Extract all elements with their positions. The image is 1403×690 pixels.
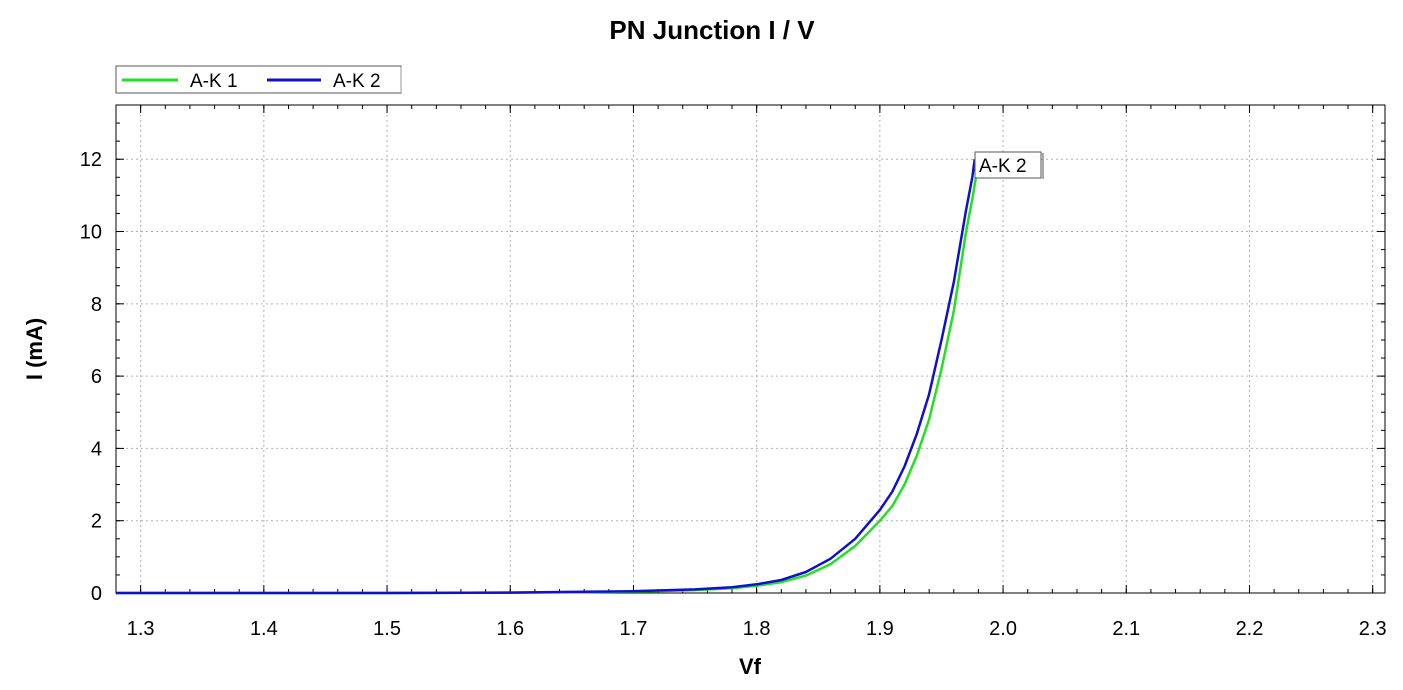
y-tick-label: 6 — [91, 366, 102, 388]
legend-label-ak2: A-K 2 — [333, 71, 381, 92]
y-tick-label: 10 — [80, 222, 102, 244]
series-line-a-k2 — [116, 159, 976, 595]
legend: A-K 1 A-K 2 — [115, 65, 402, 94]
x-tick-label: 2.1 — [1112, 618, 1140, 640]
y-tick-label: 4 — [91, 438, 102, 460]
legend-box — [115, 65, 402, 94]
x-tick-label: 2.3 — [1359, 618, 1387, 640]
x-tick-label: 1.5 — [373, 618, 401, 640]
y-tick-label: 0 — [91, 583, 102, 605]
x-tick-label: 1.3 — [127, 618, 155, 640]
x-axis-label: Vf — [739, 654, 762, 679]
chart-title: PN Junction I / V — [609, 15, 815, 45]
axis-ticks — [115, 104, 1385, 594]
x-tick-labels: 1.3 1.4 1.5 1.6 1.7 1.8 1.9 2.0 2.1 2.2 2.3 — [127, 618, 1387, 640]
y-tick-labels: 0 2 4 6 8 10 12 — [80, 149, 102, 605]
y-axis-label: I (mA) — [22, 318, 47, 380]
series-end-annotation: A-K 2 — [974, 151, 1044, 179]
x-tick-label: 1.9 — [866, 618, 894, 640]
annotation-box — [974, 151, 1042, 179]
y-tick-label: 2 — [91, 511, 102, 533]
x-tick-label: 1.4 — [250, 618, 278, 640]
x-tick-label: 1.6 — [496, 618, 524, 640]
x-tick-label: 1.7 — [620, 618, 648, 640]
annotation-label: A-K 2 — [979, 156, 1027, 177]
x-tick-label: 1.8 — [743, 618, 771, 640]
grid — [116, 105, 1385, 594]
plot-frame — [115, 104, 1386, 594]
x-tick-label: 2.2 — [1236, 618, 1264, 640]
series — [116, 159, 980, 595]
x-tick-label: 2.0 — [989, 618, 1017, 640]
y-tick-label: 12 — [80, 149, 102, 171]
y-tick-label: 8 — [91, 294, 102, 316]
legend-label-ak1: A-K 1 — [190, 71, 238, 92]
series-line-a-k1 — [116, 162, 980, 595]
